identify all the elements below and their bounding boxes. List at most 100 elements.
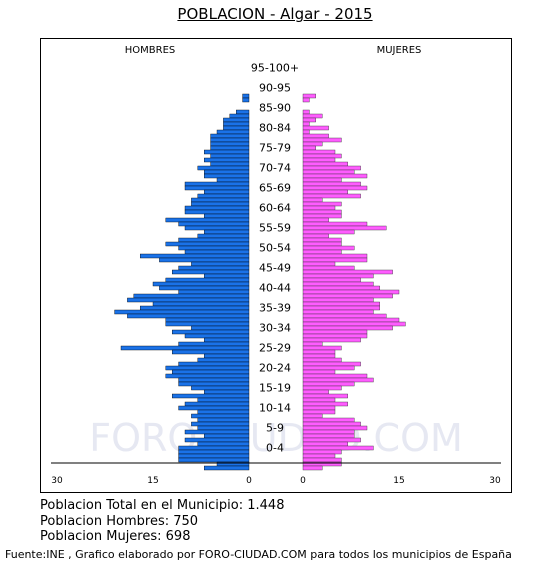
male-bar-age-11 [191, 421, 250, 427]
female-bar-age-23 [302, 373, 368, 379]
female-bar-age-39 [302, 309, 374, 315]
male-bar-age-27 [197, 357, 250, 363]
age-group-label: 70-74 [259, 162, 291, 175]
male-bar-age-88 [229, 113, 250, 119]
male-bar-age-42 [127, 297, 250, 303]
total-population: Poblacion Total en el Municipio: 1.448 [40, 498, 285, 513]
male-bar-age-76 [210, 161, 250, 167]
male-bar-age-44 [178, 289, 250, 295]
female-bar-age-82 [302, 137, 342, 143]
x-tick-label: 15 [147, 476, 158, 486]
female-bar-age-69 [302, 189, 348, 195]
male-bar-age-15 [178, 405, 250, 411]
chart-title: POBLACION - Algar - 2015 [177, 5, 373, 23]
female-bar-age-7 [302, 437, 361, 443]
male-bar-age-87 [223, 117, 250, 123]
male-bar-age-21 [178, 381, 250, 387]
female-bar-age-79 [302, 149, 336, 155]
female-bar-age-27 [302, 357, 342, 363]
female-bar-age-11 [302, 421, 361, 427]
male-bar-age-92 [242, 97, 250, 103]
male-bar-age-69 [203, 189, 250, 195]
male-bar-age-43 [133, 293, 250, 299]
female-bar-age-9 [302, 429, 355, 435]
x-tick-label: 30 [51, 476, 63, 486]
female-bar-age-57 [302, 237, 342, 243]
female-bar-age-54 [302, 249, 342, 255]
male-bar-age-41 [152, 301, 250, 307]
female-bar-age-62 [302, 217, 329, 223]
male-bar-age-47 [165, 277, 250, 283]
female-bar-age-75 [302, 165, 361, 171]
age-group-label: 90-95 [259, 82, 291, 95]
female-bar-age-20 [302, 385, 342, 391]
male-bar-age-31 [178, 341, 250, 347]
female-bar-age-92 [302, 97, 310, 103]
female-bars [302, 93, 406, 471]
male-bar-age-10 [197, 425, 250, 431]
female-bar-age-60 [302, 225, 387, 231]
male-bar-age-78 [210, 153, 250, 159]
age-group-label: 0-4 [266, 442, 284, 455]
female-bar-age-21 [302, 381, 355, 387]
male-bar-age-58 [197, 233, 250, 239]
female-bar-age-50 [302, 265, 355, 271]
male-bar-age-12 [197, 417, 250, 423]
age-group-label: 5-9 [266, 422, 284, 435]
male-bars [114, 93, 250, 471]
age-group-label: 65-69 [259, 182, 291, 195]
male-bar-age-85 [223, 125, 250, 131]
male-bar-age-82 [210, 137, 250, 143]
female-bar-age-81 [302, 141, 323, 147]
male-bar-age-48 [203, 273, 250, 279]
age-group-label: 75-79 [259, 142, 291, 155]
male-bar-age-46 [152, 281, 250, 287]
male-bar-age-2 [178, 457, 250, 463]
male-bar-age-57 [178, 237, 250, 243]
female-bar-age-14 [302, 409, 336, 415]
male-bar-age-33 [184, 333, 250, 339]
male-bar-age-49 [171, 269, 250, 275]
x-axis-ticks: 30 15 0 0 15 30 [51, 476, 501, 486]
female-bar-age-73 [302, 173, 368, 179]
female-bar-age-58 [302, 233, 329, 239]
left-panel-label: HOMBRES [125, 45, 176, 56]
male-bar-age-63 [203, 213, 250, 219]
male-bar-age-71 [184, 181, 250, 187]
female-bar-age-78 [302, 153, 342, 159]
male-bar-age-40 [139, 305, 250, 311]
male-bar-age-62 [165, 217, 250, 223]
male-bar-age-22 [178, 377, 250, 383]
female-bar-age-45 [302, 285, 381, 291]
age-group-label: 30-34 [259, 322, 291, 335]
age-group-label: 15-19 [259, 382, 291, 395]
male-bar-age-75 [197, 165, 250, 171]
female-bar-age-4 [302, 449, 342, 455]
female-bar-age-42 [302, 297, 374, 303]
male-bar-age-52 [159, 257, 250, 263]
male-bar-age-65 [184, 205, 250, 211]
male-bar-age-24 [171, 369, 250, 375]
age-group-label: 20-24 [259, 362, 291, 375]
female-bar-age-40 [302, 305, 381, 311]
age-group-label: 95-100+ [251, 62, 299, 75]
male-bar-age-59 [203, 229, 250, 235]
age-group-label: 10-14 [259, 402, 291, 415]
female-bar-age-30 [302, 345, 342, 351]
female-bar-age-17 [302, 397, 336, 403]
male-bar-age-7 [184, 437, 250, 443]
male-bar-age-68 [197, 193, 250, 199]
male-bar-age-23 [165, 373, 250, 379]
male-bar-age-93 [242, 93, 250, 99]
female-bar-age-29 [302, 349, 336, 355]
age-group-label: 60-64 [259, 202, 291, 215]
female-bar-age-19 [302, 389, 329, 395]
male-bar-age-37 [165, 317, 250, 323]
male-bar-age-56 [165, 241, 250, 247]
male-bar-age-32 [203, 337, 250, 343]
x-tick-label: 0 [300, 476, 306, 486]
female-bar-age-31 [302, 341, 323, 347]
age-group-label: 40-44 [259, 282, 291, 295]
male-bar-age-53 [139, 253, 250, 259]
female-bar-age-5 [302, 445, 374, 451]
